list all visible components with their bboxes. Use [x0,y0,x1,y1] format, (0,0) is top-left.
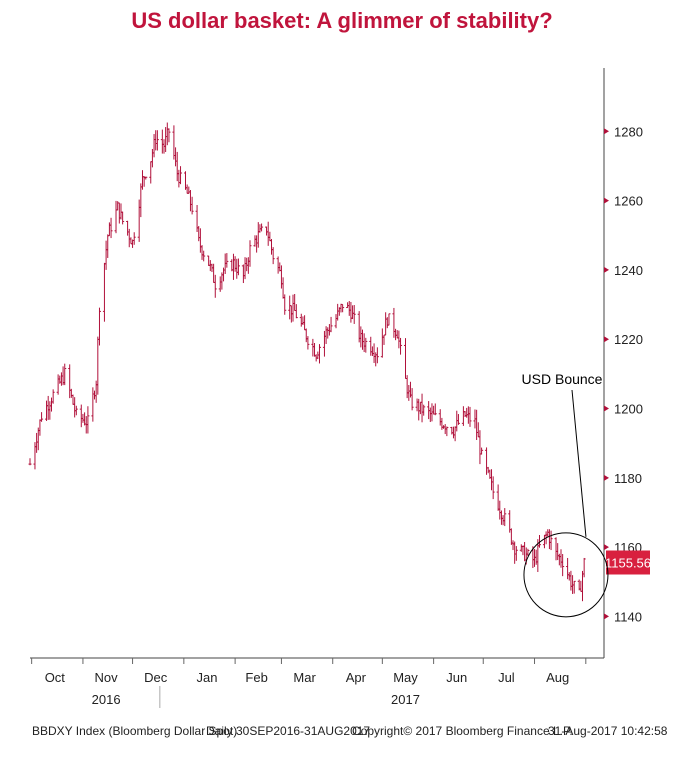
y-tick-mark [604,405,609,412]
y-tick-label: 1240 [614,263,643,278]
footer-copyright: Copyright© 2017 Bloomberg Finance L.P. [352,724,573,738]
footer-timestamp: 31-Aug-2017 10:42:58 [548,724,668,738]
x-tick-label: Apr [346,670,367,685]
x-tick-label: Jan [197,670,218,685]
y-tick-mark [604,197,609,204]
series-layer [28,122,586,602]
y-tick-mark [604,266,609,273]
x-tick-label: Feb [245,670,267,685]
last-value-label: 1155.56 [605,556,651,571]
x-year-label: 2016 [92,692,121,707]
x-tick-label: Aug [546,670,569,685]
y-tick-mark [604,613,609,620]
bounce-circle [523,532,609,618]
x-tick-label: Mar [293,670,316,685]
footer: BBDXY Index (Bloomberg Dollar Spot) Dail… [0,724,684,746]
y-tick-label: 1280 [614,124,643,139]
last-value-badge [606,550,650,575]
annotation-label: USD Bounce [522,371,603,387]
y-tick-label: 1220 [614,332,643,347]
plot-region [30,68,605,659]
x-axis: Oct Nov Dec Jan Feb Mar Apr May Jun Jul Aug 2016 201… [31,658,587,708]
x-tick-label: Jun [446,670,467,685]
y-tick-mark [604,544,609,551]
annotation-pointer [571,389,587,537]
y-tick-label: 1260 [614,194,643,209]
annotation-layer: 1155.56 USD Bounce [522,371,651,618]
y-tick-label: 1140 [614,609,642,624]
x-tick-label: Oct [45,670,66,685]
x-tick-label: Jul [498,670,515,685]
footer-period: Daily 30SEP2016-31AUG2017 [206,724,371,738]
footer-index: BBDXY Index (Bloomberg Dollar Spot) [32,724,238,738]
y-tick-label: 1200 [614,402,643,417]
y-tick-mark [604,474,609,481]
x-tick-label: May [393,670,418,685]
x-tick-label: Dec [144,670,168,685]
y-tick-mark [604,128,609,135]
x-tick-label: Nov [95,670,119,685]
x-year-label: 2017 [391,692,420,707]
y-tick-label: 1180 [614,471,642,486]
chart-title: US dollar basket: A glimmer of stability… [131,8,553,33]
y-tick-mark [604,336,609,343]
